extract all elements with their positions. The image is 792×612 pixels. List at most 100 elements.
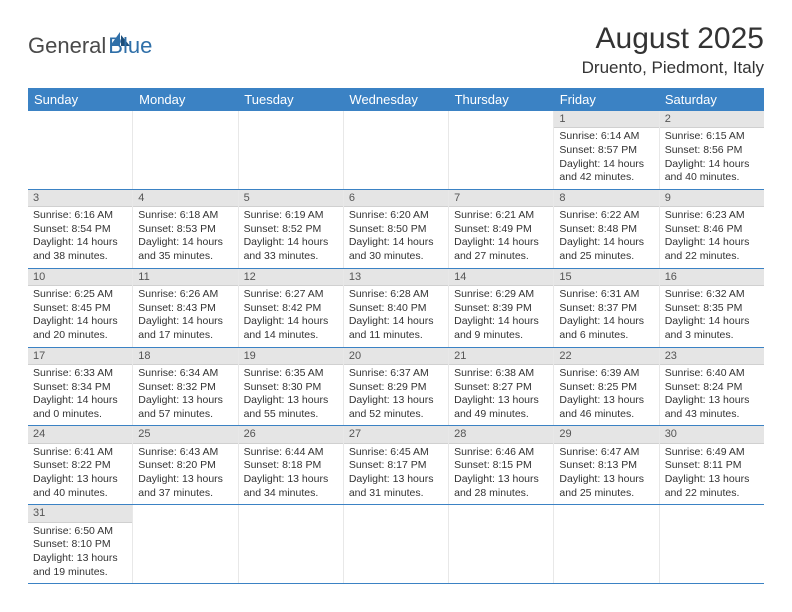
day-content: Sunrise: 6:29 AMSunset: 8:39 PMDaylight:… (449, 286, 553, 347)
day-cell-25: 25Sunrise: 6:43 AMSunset: 8:20 PMDayligh… (133, 426, 238, 504)
sunrise-line: Sunrise: 6:28 AM (349, 288, 443, 302)
logo-text-blue: Blue (108, 33, 152, 59)
day-cell-5: 5Sunrise: 6:19 AMSunset: 8:52 PMDaylight… (239, 190, 344, 268)
sunrise-line: Sunrise: 6:39 AM (559, 367, 653, 381)
sunset-line: Sunset: 8:32 PM (138, 381, 232, 395)
day-cell-empty (239, 505, 344, 583)
sunrise-line: Sunrise: 6:40 AM (665, 367, 759, 381)
daylight-line: Daylight: 13 hours and 37 minutes. (138, 473, 232, 500)
sunrise-line: Sunrise: 6:25 AM (33, 288, 127, 302)
sunrise-line: Sunrise: 6:19 AM (244, 209, 338, 223)
daylight-line: Daylight: 13 hours and 22 minutes. (665, 473, 759, 500)
day-cell-6: 6Sunrise: 6:20 AMSunset: 8:50 PMDaylight… (344, 190, 449, 268)
day-cell-17: 17Sunrise: 6:33 AMSunset: 8:34 PMDayligh… (28, 348, 133, 426)
sunset-line: Sunset: 8:48 PM (559, 223, 653, 237)
sunrise-line: Sunrise: 6:50 AM (33, 525, 127, 539)
sunset-line: Sunset: 8:30 PM (244, 381, 338, 395)
header: General Blue August 2025 Druento, Piedmo… (28, 22, 764, 78)
day-number: 27 (344, 426, 448, 443)
day-content: Sunrise: 6:44 AMSunset: 8:18 PMDaylight:… (239, 444, 343, 505)
day-cell-27: 27Sunrise: 6:45 AMSunset: 8:17 PMDayligh… (344, 426, 449, 504)
day-cell-empty (554, 505, 659, 583)
day-cell-empty (449, 505, 554, 583)
day-cell-15: 15Sunrise: 6:31 AMSunset: 8:37 PMDayligh… (554, 269, 659, 347)
weekday-header-saturday: Saturday (659, 88, 764, 111)
day-number: 9 (660, 190, 764, 207)
daylight-line: Daylight: 13 hours and 25 minutes. (559, 473, 653, 500)
day-cell-3: 3Sunrise: 6:16 AMSunset: 8:54 PMDaylight… (28, 190, 133, 268)
day-cell-empty (239, 111, 344, 189)
sunrise-line: Sunrise: 6:21 AM (454, 209, 548, 223)
sunset-line: Sunset: 8:20 PM (138, 459, 232, 473)
day-number: 12 (239, 269, 343, 286)
sunset-line: Sunset: 8:45 PM (33, 302, 127, 316)
sunrise-line: Sunrise: 6:15 AM (665, 130, 759, 144)
day-cell-18: 18Sunrise: 6:34 AMSunset: 8:32 PMDayligh… (133, 348, 238, 426)
sunrise-line: Sunrise: 6:41 AM (33, 446, 127, 460)
day-cell-1: 1Sunrise: 6:14 AMSunset: 8:57 PMDaylight… (554, 111, 659, 189)
sunset-line: Sunset: 8:22 PM (33, 459, 127, 473)
daylight-line: Daylight: 13 hours and 28 minutes. (454, 473, 548, 500)
sunrise-line: Sunrise: 6:22 AM (559, 209, 653, 223)
day-content: Sunrise: 6:16 AMSunset: 8:54 PMDaylight:… (28, 207, 132, 268)
daylight-line: Daylight: 14 hours and 35 minutes. (138, 236, 232, 263)
sunrise-line: Sunrise: 6:47 AM (559, 446, 653, 460)
daylight-line: Daylight: 14 hours and 17 minutes. (138, 315, 232, 342)
sunset-line: Sunset: 8:27 PM (454, 381, 548, 395)
sunrise-line: Sunrise: 6:32 AM (665, 288, 759, 302)
daylight-line: Daylight: 14 hours and 3 minutes. (665, 315, 759, 342)
day-content: Sunrise: 6:19 AMSunset: 8:52 PMDaylight:… (239, 207, 343, 268)
day-number: 8 (554, 190, 658, 207)
day-content: Sunrise: 6:46 AMSunset: 8:15 PMDaylight:… (449, 444, 553, 505)
day-number: 2 (660, 111, 764, 128)
day-number: 17 (28, 348, 132, 365)
day-cell-empty (28, 111, 133, 189)
logo: General Blue (28, 28, 152, 64)
sunrise-line: Sunrise: 6:49 AM (665, 446, 759, 460)
sunset-line: Sunset: 8:18 PM (244, 459, 338, 473)
daylight-line: Daylight: 14 hours and 6 minutes. (559, 315, 653, 342)
sunset-line: Sunset: 8:37 PM (559, 302, 653, 316)
day-content: Sunrise: 6:38 AMSunset: 8:27 PMDaylight:… (449, 365, 553, 426)
daylight-line: Daylight: 14 hours and 27 minutes. (454, 236, 548, 263)
day-content: Sunrise: 6:18 AMSunset: 8:53 PMDaylight:… (133, 207, 237, 268)
daylight-line: Daylight: 14 hours and 9 minutes. (454, 315, 548, 342)
day-cell-26: 26Sunrise: 6:44 AMSunset: 8:18 PMDayligh… (239, 426, 344, 504)
week-row: 3Sunrise: 6:16 AMSunset: 8:54 PMDaylight… (28, 190, 764, 269)
daylight-line: Daylight: 13 hours and 19 minutes. (33, 552, 127, 579)
week-row: 10Sunrise: 6:25 AMSunset: 8:45 PMDayligh… (28, 269, 764, 348)
sunset-line: Sunset: 8:35 PM (665, 302, 759, 316)
sunrise-line: Sunrise: 6:27 AM (244, 288, 338, 302)
daylight-line: Daylight: 14 hours and 11 minutes. (349, 315, 443, 342)
day-number: 6 (344, 190, 448, 207)
sunset-line: Sunset: 8:24 PM (665, 381, 759, 395)
sunset-line: Sunset: 8:11 PM (665, 459, 759, 473)
day-content: Sunrise: 6:22 AMSunset: 8:48 PMDaylight:… (554, 207, 658, 268)
location: Druento, Piedmont, Italy (582, 58, 764, 78)
sunrise-line: Sunrise: 6:33 AM (33, 367, 127, 381)
daylight-line: Daylight: 13 hours and 40 minutes. (33, 473, 127, 500)
daylight-line: Daylight: 13 hours and 34 minutes. (244, 473, 338, 500)
daylight-line: Daylight: 14 hours and 22 minutes. (665, 236, 759, 263)
daylight-line: Daylight: 14 hours and 42 minutes. (559, 158, 653, 185)
sunset-line: Sunset: 8:49 PM (454, 223, 548, 237)
sunrise-line: Sunrise: 6:46 AM (454, 446, 548, 460)
day-cell-16: 16Sunrise: 6:32 AMSunset: 8:35 PMDayligh… (660, 269, 764, 347)
sunrise-line: Sunrise: 6:45 AM (349, 446, 443, 460)
day-number: 20 (344, 348, 448, 365)
daylight-line: Daylight: 14 hours and 14 minutes. (244, 315, 338, 342)
day-cell-21: 21Sunrise: 6:38 AMSunset: 8:27 PMDayligh… (449, 348, 554, 426)
day-content: Sunrise: 6:43 AMSunset: 8:20 PMDaylight:… (133, 444, 237, 505)
day-cell-30: 30Sunrise: 6:49 AMSunset: 8:11 PMDayligh… (660, 426, 764, 504)
day-content: Sunrise: 6:41 AMSunset: 8:22 PMDaylight:… (28, 444, 132, 505)
daylight-line: Daylight: 14 hours and 30 minutes. (349, 236, 443, 263)
day-number: 11 (133, 269, 237, 286)
day-content: Sunrise: 6:20 AMSunset: 8:50 PMDaylight:… (344, 207, 448, 268)
day-cell-13: 13Sunrise: 6:28 AMSunset: 8:40 PMDayligh… (344, 269, 449, 347)
day-number: 13 (344, 269, 448, 286)
day-cell-empty (133, 111, 238, 189)
sunset-line: Sunset: 8:29 PM (349, 381, 443, 395)
week-row: 31Sunrise: 6:50 AMSunset: 8:10 PMDayligh… (28, 505, 764, 584)
sunset-line: Sunset: 8:53 PM (138, 223, 232, 237)
sunset-line: Sunset: 8:13 PM (559, 459, 653, 473)
